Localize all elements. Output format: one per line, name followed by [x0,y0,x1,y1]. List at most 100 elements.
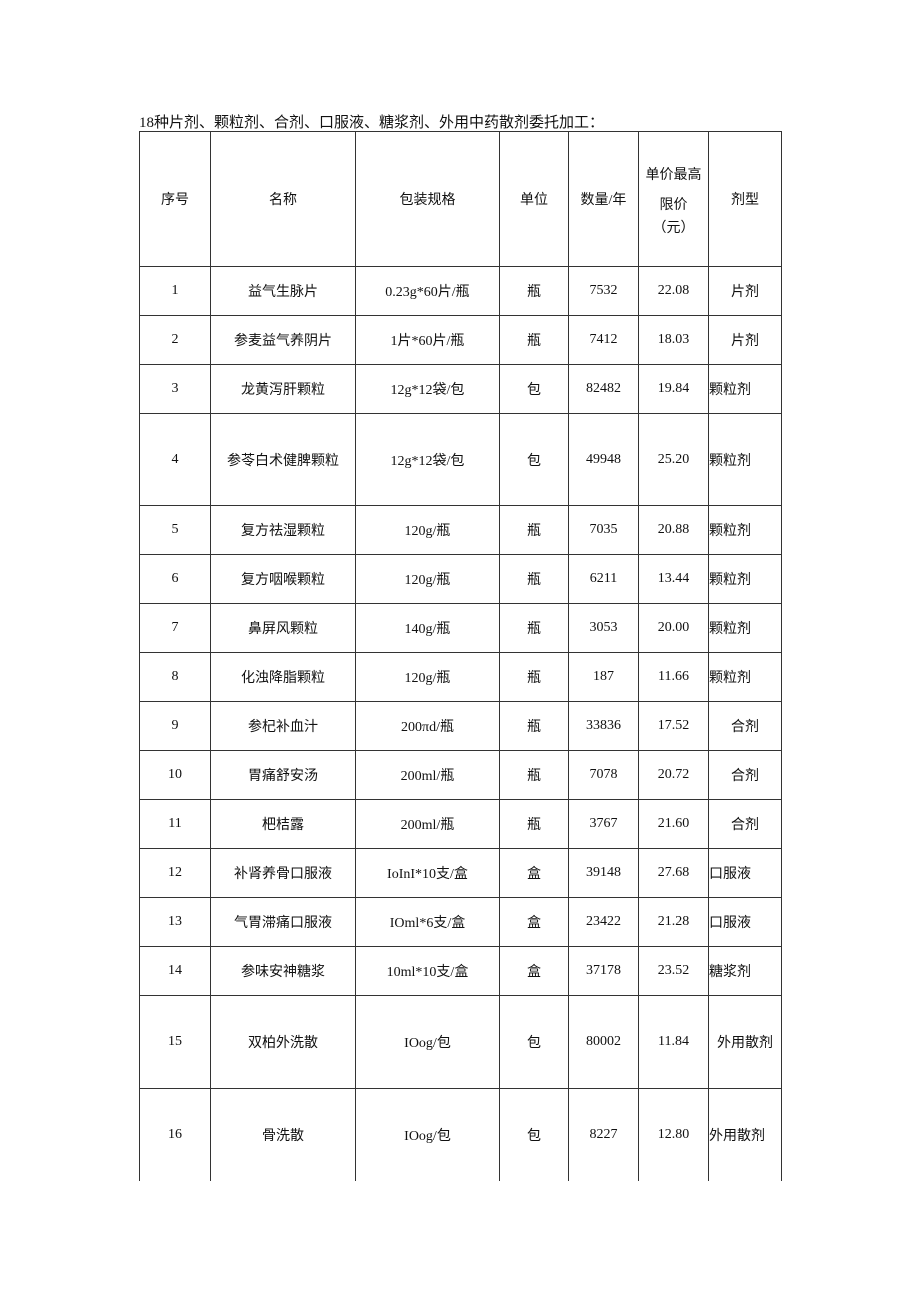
cell-spec: 140g/瓶 [355,603,500,653]
cell-spec: IoInI*10支/盒 [355,848,500,898]
cell-spec: IOml*6支/盒 [355,897,500,947]
table-row: 11 杷桔露 200ml/瓶瓶 3767 21.60 合剂 [139,799,782,849]
cell-spec: IOog/包 [355,995,500,1089]
cell-name: 胃痛舒安汤 [210,750,356,800]
cell-form: 颗粒剂 [708,364,782,414]
cell-name: 补肾养骨口服液 [210,848,356,898]
header-price-line3: （元） [652,221,695,236]
cell-price: 27.68 [638,848,709,898]
cell-spec: IOog/包 [355,1088,500,1181]
cell-quantity: 3053 [568,603,639,653]
cell-quantity: 7035 [568,505,639,555]
cell-unit: 盒 [499,848,569,898]
commission-table: 序号 名称 包装规格 单位 数量/年 单价最高 限价 （元） 剂型 1 益气生脉片… [139,131,782,1181]
header-unit: 单位 [499,131,569,267]
cell-price: 17.52 [638,701,709,751]
table-row: 3 龙黄泻肝颗粒 12g*12袋/包包 82482 19.84 颗粒剂 [139,364,782,414]
cell-index: 6 [139,554,211,604]
cell-index: 7 [139,603,211,653]
cell-index: 14 [139,946,211,996]
table-row: 2 参麦益气养阴片 1片*60片/瓶瓶 7412 18.03 片剂 [139,315,782,365]
cell-spec: 120g/瓶 [355,554,500,604]
table-row: 13 气胃滞痛口服液 IOml*6支/盒盒 23422 21.28 口服液 [139,897,782,947]
cell-form: 颗粒剂 [708,603,782,653]
cell-name: 龙黄泻肝颗粒 [210,364,356,414]
cell-form: 颗粒剂 [708,652,782,702]
cell-unit: 盒 [499,946,569,996]
cell-name: 参苓白术健脾颗粒 [210,413,356,506]
cell-price: 11.66 [638,652,709,702]
document-caption: 18种片剂、颗粒剂、合剂、口服液、糖浆剂、外用中药散剂委托加工： [139,115,605,131]
cell-spec: 120g/瓶 [355,505,500,555]
cell-price: 19.84 [638,364,709,414]
table-row: 6 复方咽喉颗粒 120g/瓶瓶 6211 13.44 颗粒剂 [139,554,782,604]
cell-price: 20.88 [638,505,709,555]
cell-unit: 瓶 [499,652,569,702]
header-name: 名称 [210,131,356,267]
cell-price: 13.44 [638,554,709,604]
cell-index: 12 [139,848,211,898]
table-row: 8 化浊降脂颗粒 120g/瓶瓶 187 11.66 颗粒剂 [139,652,782,702]
table-row: 14 参味安神糖浆 10ml*10支/盒盒 37178 23.52 糖浆剂 [139,946,782,996]
cell-spec: 1片*60片/瓶 [355,315,500,365]
cell-unit: 包 [499,413,569,506]
header-price-line1: 单价最高 [645,168,702,183]
table-row: 5 复方祛湿颗粒 120g/瓶瓶 7035 20.88 颗粒剂 [139,505,782,555]
cell-quantity: 7078 [568,750,639,800]
cell-form: 合剂 [708,799,782,849]
cell-quantity: 80002 [568,995,639,1089]
cell-name: 复方祛湿颗粒 [210,505,356,555]
cell-price: 25.20 [638,413,709,506]
cell-form: 口服液 [708,848,782,898]
cell-unit: 瓶 [499,603,569,653]
cell-unit: 瓶 [499,701,569,751]
cell-form: 颗粒剂 [708,413,782,506]
cell-name: 益气生脉片 [210,266,356,316]
cell-name: 杷桔露 [210,799,356,849]
cell-quantity: 8227 [568,1088,639,1181]
cell-index: 4 [139,413,211,506]
cell-quantity: 23422 [568,897,639,947]
cell-index: 16 [139,1088,211,1181]
cell-name: 骨洗散 [210,1088,356,1181]
cell-quantity: 6211 [568,554,639,604]
cell-quantity: 82482 [568,364,639,414]
cell-quantity: 33836 [568,701,639,751]
table-row: 16 骨洗散 IOog/包包 8227 12.80 外用散剂 [139,1088,782,1181]
cell-spec: 120g/瓶 [355,652,500,702]
cell-quantity: 39148 [568,848,639,898]
cell-quantity: 187 [568,652,639,702]
cell-index: 1 [139,266,211,316]
cell-index: 5 [139,505,211,555]
table-row: 7 鼻屏风颗粒 140g/瓶瓶 3053 20.00 颗粒剂 [139,603,782,653]
cell-form: 外用散剂 [708,1088,782,1181]
cell-form: 片剂 [708,266,782,316]
cell-index: 2 [139,315,211,365]
header-price-line2: 限价 [659,198,688,213]
cell-form: 片剂 [708,315,782,365]
cell-form: 外用散剂 [708,995,782,1089]
cell-unit: 瓶 [499,505,569,555]
cell-index: 13 [139,897,211,947]
table-row: 10 胃痛舒安汤 200ml/瓶瓶 7078 20.72 合剂 [139,750,782,800]
cell-form: 合剂 [708,701,782,751]
cell-name: 双柏外洗散 [210,995,356,1089]
cell-index: 15 [139,995,211,1089]
cell-index: 8 [139,652,211,702]
cell-spec: 200πd/瓶 [355,701,500,751]
cell-spec: 12g*12袋/包 [355,413,500,506]
cell-index: 9 [139,701,211,751]
cell-index: 3 [139,364,211,414]
cell-form: 颗粒剂 [708,505,782,555]
cell-form: 合剂 [708,750,782,800]
header-form: 剂型 [708,131,782,267]
cell-unit: 瓶 [499,315,569,365]
cell-unit: 包 [499,1088,569,1181]
cell-quantity: 37178 [568,946,639,996]
cell-spec: 12g*12袋/包 [355,364,500,414]
cell-unit: 瓶 [499,266,569,316]
cell-name: 复方咽喉颗粒 [210,554,356,604]
table-row: 15 双柏外洗散 IOog/包包 80002 11.84 外用散剂 [139,995,782,1089]
cell-index: 11 [139,799,211,849]
cell-price: 22.08 [638,266,709,316]
